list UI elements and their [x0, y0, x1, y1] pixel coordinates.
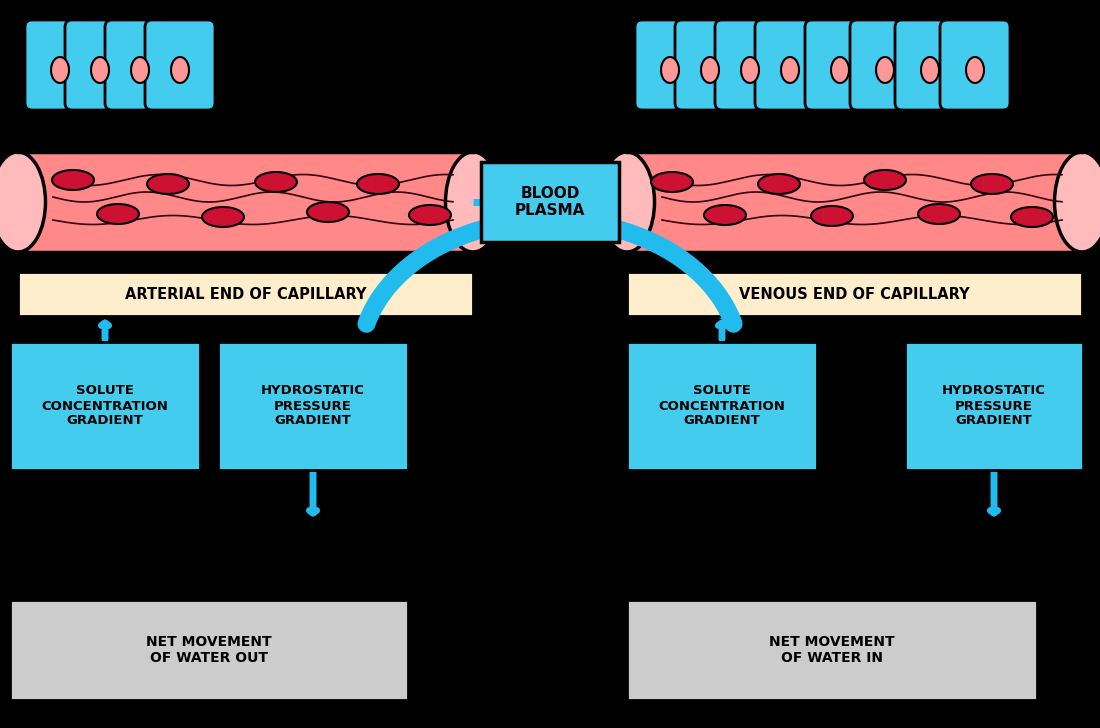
- Ellipse shape: [758, 174, 800, 194]
- FancyBboxPatch shape: [10, 600, 408, 700]
- Ellipse shape: [446, 152, 501, 252]
- Ellipse shape: [51, 57, 69, 83]
- Ellipse shape: [651, 172, 693, 192]
- Ellipse shape: [876, 57, 894, 83]
- FancyBboxPatch shape: [145, 20, 214, 110]
- FancyBboxPatch shape: [65, 20, 135, 110]
- Bar: [18, 152, 473, 252]
- Ellipse shape: [170, 57, 189, 83]
- Ellipse shape: [781, 57, 799, 83]
- Ellipse shape: [971, 174, 1013, 194]
- FancyBboxPatch shape: [805, 20, 874, 110]
- Text: HYDROSTATIC
PRESSURE
GRADIENT: HYDROSTATIC PRESSURE GRADIENT: [261, 384, 365, 427]
- Text: SOLUTE
CONCENTRATION
GRADIENT: SOLUTE CONCENTRATION GRADIENT: [659, 384, 785, 427]
- FancyBboxPatch shape: [850, 20, 920, 110]
- Ellipse shape: [864, 170, 906, 190]
- Ellipse shape: [600, 152, 654, 252]
- Text: SOLUTE
CONCENTRATION
GRADIENT: SOLUTE CONCENTRATION GRADIENT: [42, 384, 168, 427]
- Ellipse shape: [830, 57, 849, 83]
- FancyBboxPatch shape: [715, 20, 785, 110]
- Ellipse shape: [147, 174, 189, 194]
- FancyBboxPatch shape: [627, 272, 1082, 316]
- FancyBboxPatch shape: [481, 162, 619, 242]
- FancyBboxPatch shape: [627, 600, 1037, 700]
- Ellipse shape: [966, 57, 984, 83]
- Ellipse shape: [918, 204, 960, 224]
- FancyBboxPatch shape: [675, 20, 745, 110]
- Ellipse shape: [704, 205, 746, 225]
- Ellipse shape: [131, 57, 149, 83]
- Text: VENOUS END OF CAPILLARY: VENOUS END OF CAPILLARY: [739, 287, 970, 301]
- Ellipse shape: [0, 152, 45, 252]
- FancyBboxPatch shape: [895, 20, 965, 110]
- Text: HYDROSTATIC
PRESSURE
GRADIENT: HYDROSTATIC PRESSURE GRADIENT: [942, 384, 1046, 427]
- FancyBboxPatch shape: [755, 20, 825, 110]
- FancyBboxPatch shape: [940, 20, 1010, 110]
- FancyBboxPatch shape: [627, 342, 817, 470]
- Text: BLOOD
PLASMA: BLOOD PLASMA: [515, 186, 585, 218]
- Text: NET MOVEMENT
OF WATER OUT: NET MOVEMENT OF WATER OUT: [146, 635, 272, 665]
- Ellipse shape: [358, 174, 399, 194]
- FancyBboxPatch shape: [18, 272, 473, 316]
- Ellipse shape: [701, 57, 719, 83]
- FancyBboxPatch shape: [905, 342, 1084, 470]
- FancyBboxPatch shape: [10, 342, 200, 470]
- Ellipse shape: [307, 202, 349, 222]
- Bar: [627, 152, 1082, 252]
- Ellipse shape: [661, 57, 679, 83]
- Ellipse shape: [409, 205, 451, 225]
- Ellipse shape: [97, 204, 139, 224]
- Ellipse shape: [255, 172, 297, 192]
- Ellipse shape: [52, 170, 94, 190]
- Ellipse shape: [91, 57, 109, 83]
- Ellipse shape: [202, 207, 244, 227]
- FancyBboxPatch shape: [104, 20, 175, 110]
- FancyBboxPatch shape: [635, 20, 705, 110]
- Text: ARTERIAL END OF CAPILLARY: ARTERIAL END OF CAPILLARY: [124, 287, 366, 301]
- Ellipse shape: [1055, 152, 1100, 252]
- Ellipse shape: [921, 57, 939, 83]
- Ellipse shape: [741, 57, 759, 83]
- FancyBboxPatch shape: [25, 20, 95, 110]
- Ellipse shape: [1011, 207, 1053, 227]
- Text: NET MOVEMENT
OF WATER IN: NET MOVEMENT OF WATER IN: [769, 635, 894, 665]
- FancyBboxPatch shape: [218, 342, 408, 470]
- Ellipse shape: [811, 206, 852, 226]
